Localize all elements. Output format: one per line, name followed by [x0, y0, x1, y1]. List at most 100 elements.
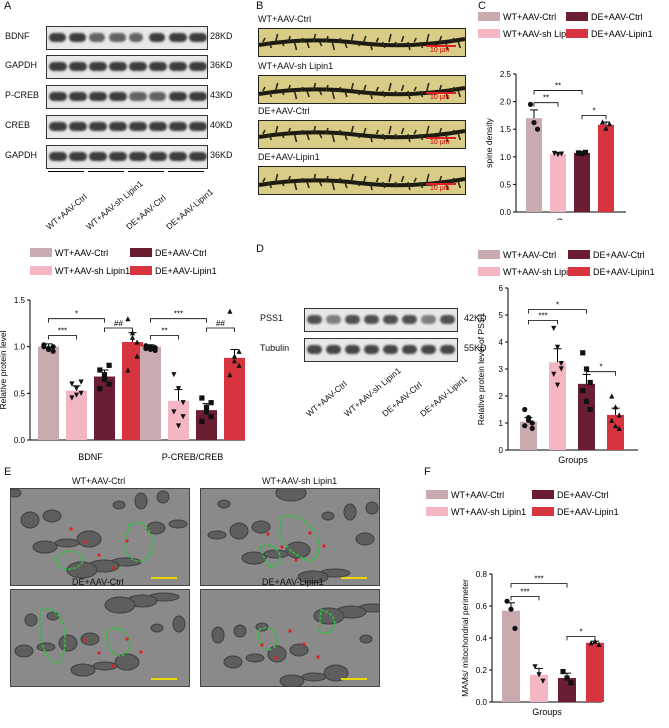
- data-point: [564, 675, 570, 681]
- organelle: [355, 532, 375, 546]
- mitochondrion-outline: [55, 550, 84, 571]
- blot-band: [89, 122, 107, 131]
- significance-label: ***: [534, 575, 543, 584]
- data-point: [73, 392, 80, 398]
- dendritic-spine: [344, 41, 348, 49]
- data-point: [583, 398, 590, 404]
- mam-marker: [280, 545, 284, 549]
- dendritic-spine: [306, 133, 310, 141]
- significance-label: *: [592, 106, 595, 115]
- panel-c-bar-chart: WT+AAV-Ctrl DE+AAV-Ctrl WT+AAV-sh Lipin1 DE…: [478, 12, 653, 220]
- blot-band: [109, 152, 127, 161]
- y-tick-label: 2: [499, 392, 504, 401]
- organelle: [36, 642, 56, 652]
- dendritic-spine: [438, 84, 443, 92]
- blot-band: [109, 33, 126, 42]
- blot-band: [129, 33, 143, 42]
- organelle: [11, 489, 22, 498]
- dendritic-spine: [369, 133, 373, 143]
- organelle: [168, 519, 188, 529]
- dendrite-drawing: [259, 33, 465, 51]
- data-point: [227, 308, 233, 314]
- bar: [502, 610, 520, 702]
- data-point: [612, 404, 619, 410]
- organelle: [104, 596, 136, 614]
- y-tick-label: 0.0: [14, 436, 26, 445]
- organelle: [251, 520, 271, 534]
- lane-label: WT+AAV-Ctrl: [304, 378, 349, 419]
- bar: [168, 400, 189, 440]
- legend-label: DE+AAV-Ctrl: [593, 250, 645, 260]
- dendritic-spine: [293, 181, 298, 191]
- data-point: [227, 372, 233, 378]
- mam-marker: [125, 637, 129, 641]
- data-point: [522, 423, 528, 429]
- legend-swatch: [426, 490, 448, 499]
- y-tick-label: 2.0: [500, 98, 512, 107]
- data-point: [555, 151, 561, 158]
- legend-label: WT+AAV-sh Lipin1: [503, 29, 578, 39]
- dendritic-spine: [274, 173, 279, 183]
- blot-band: [69, 62, 87, 71]
- data-point: [616, 425, 622, 431]
- dendritic-spine: [262, 37, 266, 43]
- y-tick-label: 0.4: [476, 634, 488, 643]
- mam-marker: [83, 540, 87, 544]
- molecular-weight-label: 43KD: [210, 90, 233, 100]
- legend-label: WT+AAV-sh Lipin1: [55, 266, 130, 276]
- significance-bracket: [104, 327, 133, 332]
- significance-label: **: [555, 82, 561, 91]
- data-point: [97, 386, 103, 392]
- data-point: [575, 150, 582, 156]
- blot-strip: [46, 85, 208, 109]
- blot-band: [129, 122, 147, 131]
- dendritic-spine: [344, 181, 348, 189]
- dendritic-spine: [356, 133, 361, 139]
- significance-label: ##: [216, 319, 225, 328]
- organelle: [245, 653, 265, 663]
- dendritic-spine: [426, 125, 430, 135]
- dendritic-spine: [325, 35, 329, 43]
- blot-strip: [304, 308, 458, 332]
- em-micrograph: [10, 488, 190, 586]
- image-title: DE+AAV-Ctrl: [72, 577, 124, 587]
- dendritic-spine: [363, 84, 367, 92]
- em-background: [201, 590, 379, 686]
- data-point: [580, 350, 586, 356]
- dendritic-spine: [337, 86, 342, 92]
- data-point: [554, 344, 561, 350]
- panel-f-bar-chart: WT+AAV-Ctrl DE+AAV-Ctrl WT+AAV-sh Lipin1 DE…: [426, 490, 619, 717]
- image-title: WT+AAV-sh Lipin1: [262, 476, 338, 486]
- dendrite-drawing: [259, 125, 465, 143]
- blot-band: [49, 122, 67, 131]
- dendritic-spine: [268, 133, 273, 141]
- data-point: [78, 379, 84, 385]
- blot-band: [129, 152, 147, 161]
- blot-band: [364, 315, 379, 324]
- y-tick-label: 1: [499, 419, 504, 428]
- organelle: [46, 611, 60, 621]
- scale-bar: [426, 183, 456, 185]
- molecular-weight-label: 36KD: [210, 60, 233, 70]
- data-point: [236, 362, 242, 368]
- dendritic-spine: [369, 181, 373, 191]
- blot-band: [89, 33, 105, 42]
- organelle: [207, 530, 227, 540]
- organelle: [92, 661, 118, 671]
- legend-label: WT+AAV-sh Lipin1: [503, 267, 578, 277]
- scale-bar: [426, 92, 456, 94]
- data-point: [531, 119, 537, 126]
- mam-marker: [97, 651, 101, 655]
- organelle: [14, 644, 34, 658]
- mam-marker: [308, 531, 312, 535]
- bar: [574, 152, 590, 212]
- data-point: [609, 417, 615, 423]
- blot-band: [49, 62, 67, 71]
- dendritic-spine: [356, 181, 361, 187]
- dendritic-spine: [381, 133, 386, 141]
- organelle: [241, 551, 267, 565]
- bar: [38, 346, 59, 440]
- dendritic-spine: [281, 181, 285, 187]
- significance-bracket: [48, 335, 77, 340]
- dendritic-spine: [318, 41, 323, 47]
